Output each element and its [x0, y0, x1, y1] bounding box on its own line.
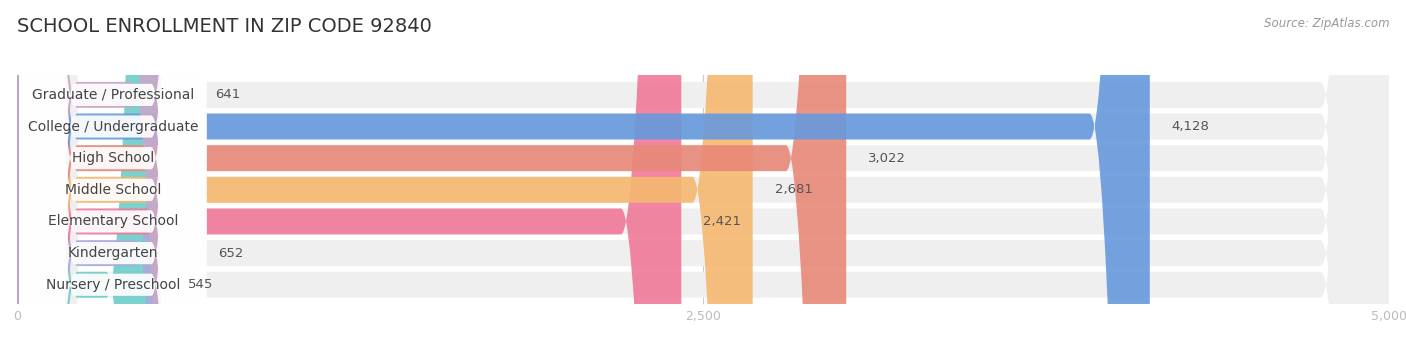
FancyBboxPatch shape [17, 0, 1389, 342]
Text: Nursery / Preschool: Nursery / Preschool [46, 278, 180, 292]
FancyBboxPatch shape [17, 0, 682, 342]
Text: High School: High School [72, 151, 155, 165]
Text: Graduate / Professional: Graduate / Professional [32, 88, 194, 102]
Text: Kindergarten: Kindergarten [67, 246, 159, 260]
Text: 641: 641 [215, 88, 240, 101]
FancyBboxPatch shape [17, 0, 195, 342]
Text: 2,681: 2,681 [775, 183, 813, 196]
FancyBboxPatch shape [20, 0, 207, 342]
FancyBboxPatch shape [17, 0, 1150, 342]
Text: 2,421: 2,421 [703, 215, 741, 228]
FancyBboxPatch shape [17, 0, 1389, 342]
FancyBboxPatch shape [17, 0, 1389, 342]
Text: Source: ZipAtlas.com: Source: ZipAtlas.com [1264, 17, 1389, 30]
Text: 652: 652 [218, 247, 243, 260]
Text: SCHOOL ENROLLMENT IN ZIP CODE 92840: SCHOOL ENROLLMENT IN ZIP CODE 92840 [17, 17, 432, 36]
FancyBboxPatch shape [17, 0, 1389, 342]
Text: 4,128: 4,128 [1171, 120, 1209, 133]
Text: 545: 545 [188, 278, 214, 291]
FancyBboxPatch shape [20, 0, 207, 342]
FancyBboxPatch shape [20, 0, 207, 342]
FancyBboxPatch shape [20, 0, 207, 342]
Text: Elementary School: Elementary School [48, 214, 179, 228]
FancyBboxPatch shape [17, 0, 1389, 342]
FancyBboxPatch shape [17, 0, 846, 342]
FancyBboxPatch shape [17, 0, 193, 342]
Text: Middle School: Middle School [65, 183, 162, 197]
FancyBboxPatch shape [17, 0, 752, 342]
Text: College / Undergraduate: College / Undergraduate [28, 119, 198, 133]
FancyBboxPatch shape [17, 0, 1389, 342]
FancyBboxPatch shape [20, 0, 207, 342]
FancyBboxPatch shape [20, 0, 207, 342]
FancyBboxPatch shape [17, 0, 166, 342]
FancyBboxPatch shape [20, 0, 207, 342]
FancyBboxPatch shape [17, 0, 1389, 342]
Text: 3,022: 3,022 [869, 152, 907, 165]
